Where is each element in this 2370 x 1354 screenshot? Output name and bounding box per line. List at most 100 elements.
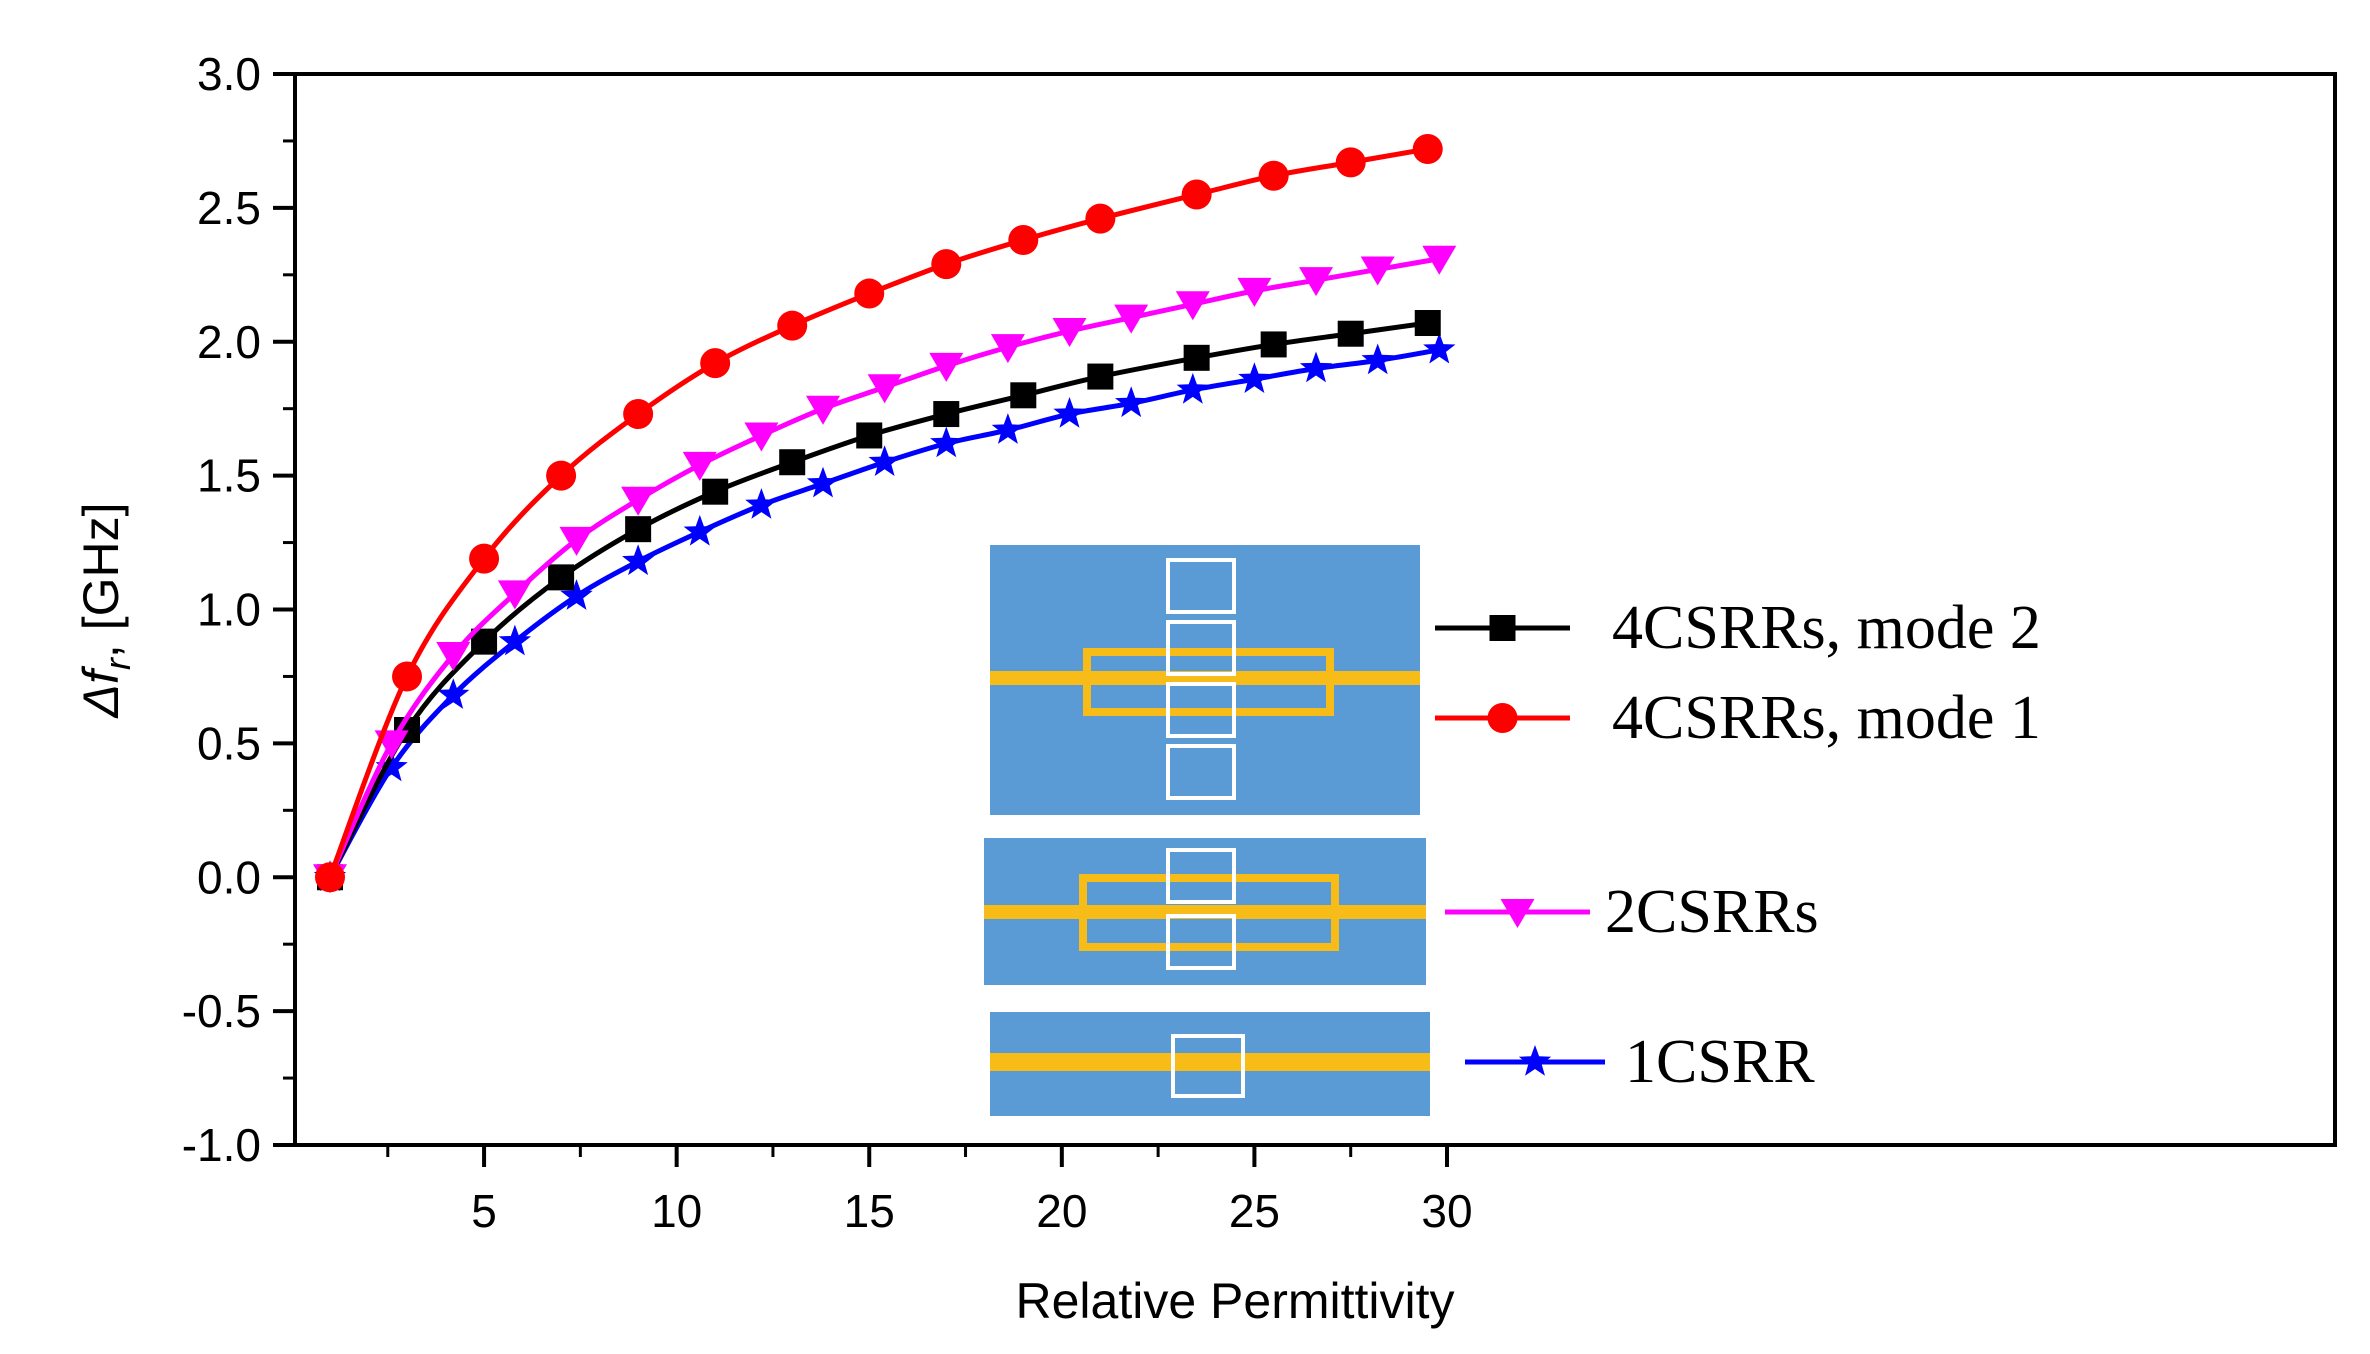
series-square: [317, 310, 1441, 891]
data-point: [498, 624, 532, 656]
legend-entry: 2CSRRs: [1445, 878, 1819, 946]
inset-2csrr: [984, 838, 1426, 985]
legend-label: 4CSRRs, mode 1: [1612, 684, 2041, 752]
x-tick-label: 5: [471, 1185, 497, 1237]
legend-entry: 1CSRR: [1465, 1028, 1815, 1096]
y-axis-title-symbol: Δf: [73, 665, 129, 719]
data-point: [436, 642, 471, 672]
x-tick-label: 25: [1229, 1185, 1280, 1237]
data-point: [867, 374, 902, 404]
y-axis-title-subscript: r: [97, 656, 138, 670]
series-line: [327, 146, 1429, 879]
data-point: [1114, 304, 1149, 334]
data-point: [779, 449, 806, 476]
legend-entry: 4CSRRs, mode 2: [1435, 594, 2041, 662]
legend-marker: [1489, 615, 1516, 641]
data-point: [990, 334, 1025, 364]
data-point: [806, 395, 841, 425]
data-point: [1115, 386, 1148, 418]
inset-2csrr-ring-1: [1166, 848, 1236, 904]
x-tick-label: 20: [1036, 1185, 1087, 1237]
y-tick-label: 2.0: [197, 316, 261, 368]
data-point: [682, 451, 717, 481]
data-point: [929, 352, 964, 382]
data-point: [1335, 147, 1366, 178]
data-point: [700, 348, 731, 379]
data-point: [375, 750, 408, 782]
y-axis-title: Δfr, [GHz]: [73, 502, 138, 718]
data-point: [702, 478, 729, 505]
inset-4csrr-ring-3: [1166, 682, 1236, 738]
series-circle: [315, 133, 1443, 893]
data-point: [1258, 160, 1289, 191]
y-tick-label: 0.0: [197, 851, 261, 903]
data-point: [854, 278, 885, 309]
inset-4csrr: [990, 545, 1420, 815]
data-point: [806, 466, 840, 498]
data-point: [1414, 310, 1441, 337]
data-point: [931, 249, 962, 280]
data-point: [622, 544, 655, 576]
data-point: [777, 310, 808, 341]
data-point: [991, 413, 1025, 444]
series-line: [327, 256, 1440, 879]
inset-2csrr-patch: [1079, 874, 1339, 951]
data-point: [1052, 318, 1087, 348]
inset-1csrr: [990, 1012, 1430, 1116]
legend: 4CSRRs, mode 2 4CSRRs, mode 1 2CSRRs 1CSRR: [1435, 594, 2041, 1096]
series-line: [327, 347, 1440, 879]
y-tick-label: 1.0: [197, 584, 261, 636]
legend-marker: [1487, 703, 1518, 733]
data-point: [1412, 133, 1443, 164]
series-layer: [313, 133, 1457, 894]
data-point: [623, 399, 654, 430]
inset-1csrr-ring: [1171, 1034, 1245, 1098]
legend-label: 4CSRRs, mode 2: [1612, 594, 2041, 662]
data-point: [933, 401, 960, 428]
series-star: [313, 332, 1456, 891]
x-tick-label: 30: [1421, 1185, 1472, 1237]
data-point: [392, 661, 423, 692]
y-axis-title-unit: , [GHz]: [73, 502, 129, 658]
legend-label: 2CSRRs: [1605, 878, 1819, 946]
y-tick-label: -1.0: [182, 1119, 261, 1171]
data-point: [1360, 256, 1395, 286]
x-tick-label: 10: [651, 1185, 702, 1237]
inset-4csrr-ring-4: [1166, 744, 1236, 800]
data-point: [469, 543, 500, 574]
data-point: [1238, 362, 1271, 393]
data-point: [1237, 277, 1272, 307]
data-point: [1422, 245, 1457, 275]
data-point: [1423, 332, 1456, 364]
inset-2csrr-ring-2: [1166, 914, 1236, 970]
data-point: [559, 526, 594, 556]
data-point: [683, 514, 716, 546]
data-point: [560, 579, 593, 610]
x-axis-ticks: 5 10 15 20 25 30: [386, 1145, 1473, 1237]
data-point: [1010, 382, 1037, 409]
inset-4csrr-ring-2: [1166, 620, 1236, 676]
inset-diagrams: [984, 545, 1430, 1116]
x-axis-title: Relative Permittivity: [1016, 1273, 1455, 1329]
data-point: [1183, 344, 1210, 371]
y-tick-label: -0.5: [182, 985, 261, 1037]
y-tick-label: 3.0: [197, 48, 261, 100]
y-tick-label: 1.5: [197, 450, 261, 502]
data-point: [497, 580, 532, 610]
data-point: [1260, 331, 1287, 358]
legend-label: 1CSRR: [1625, 1028, 1815, 1096]
data-point: [1337, 320, 1364, 347]
data-point: [930, 426, 963, 458]
data-point: [856, 422, 883, 449]
data-point: [1085, 203, 1116, 234]
data-point: [1008, 225, 1039, 256]
data-point: [548, 564, 575, 591]
series-triangle-down: [313, 245, 1457, 894]
legend-marker: [1518, 1045, 1552, 1076]
data-point: [621, 486, 656, 516]
data-point: [1181, 179, 1212, 210]
data-point: [1299, 267, 1334, 297]
data-point: [437, 678, 470, 709]
y-tick-label: 2.5: [197, 182, 261, 234]
